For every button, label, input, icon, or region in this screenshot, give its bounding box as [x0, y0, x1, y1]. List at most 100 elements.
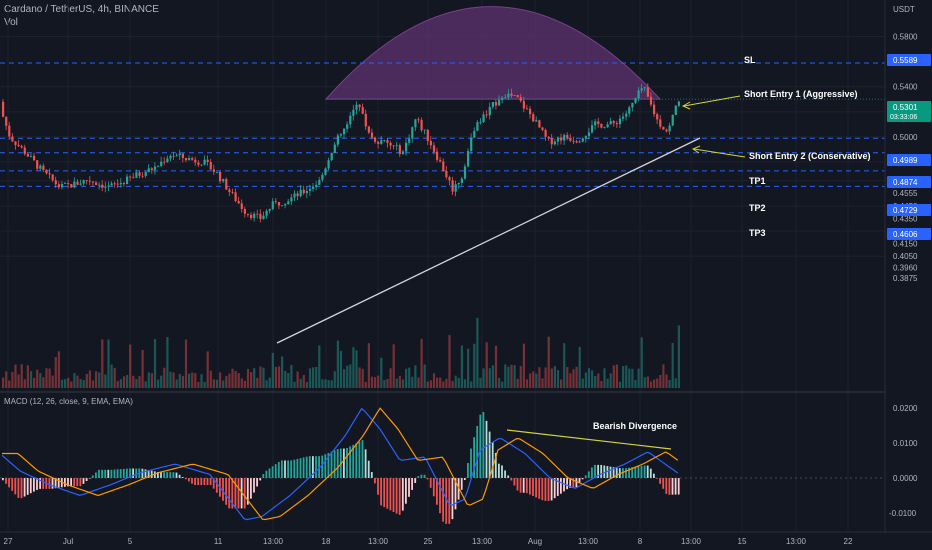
- volume-bar: [172, 372, 175, 388]
- macd-hist-bar: [262, 474, 265, 478]
- candle: [265, 210, 268, 216]
- candle: [135, 172, 138, 178]
- volume-bar: [420, 338, 423, 388]
- candle: [336, 135, 339, 145]
- volume-bar: [556, 370, 560, 388]
- macd-hist-bar: [662, 478, 665, 489]
- candle: [256, 213, 259, 215]
- price-axis[interactable]: [885, 0, 932, 532]
- volume-bar: [560, 379, 563, 388]
- candle: [529, 108, 532, 115]
- volume-bar: [436, 377, 439, 388]
- macd-hist-bar: [578, 478, 581, 484]
- macd-tick-label: -0.0100: [889, 509, 917, 518]
- macd-tick-label: 0.0200: [893, 404, 918, 413]
- candle: [591, 125, 594, 133]
- macd-hist-bar: [671, 478, 674, 495]
- candle: [150, 168, 153, 170]
- volume-bar: [476, 317, 479, 388]
- volume-bar: [392, 344, 395, 388]
- candle: [377, 141, 380, 144]
- candle: [541, 127, 544, 130]
- volume-bar: [181, 375, 184, 388]
- volume-bar: [312, 367, 315, 388]
- macd-hist-bar: [57, 478, 60, 488]
- volume-bar: [504, 364, 507, 388]
- volume-bar: [29, 371, 33, 388]
- last-price-badge: 0.5301 03:33:06: [887, 101, 931, 122]
- volume-bar: [668, 379, 671, 388]
- candle: [510, 93, 513, 96]
- entry2-annotation: Short Entry 2 (Conservative): [749, 151, 871, 161]
- volume-bar: [287, 373, 290, 388]
- candle: [501, 97, 504, 100]
- volume-bar: [110, 364, 113, 388]
- candle: [560, 137, 563, 141]
- macd-hist-bar: [246, 478, 249, 505]
- volume-bar: [491, 365, 494, 388]
- candle: [572, 140, 575, 142]
- macd-hist-bar: [367, 460, 370, 478]
- macd-hist-bar: [392, 478, 395, 512]
- tp1-annotation: TP1: [749, 176, 766, 186]
- macd-hist-bar: [649, 468, 652, 478]
- candle: [584, 136, 587, 139]
- volume-bar: [553, 366, 556, 388]
- macd-hist-bar: [612, 467, 615, 478]
- volume-bar: [116, 381, 119, 388]
- volume-bar: [243, 380, 246, 388]
- macd-hist-bar: [569, 478, 572, 488]
- volume-bar: [479, 377, 482, 388]
- macd-hist-bar: [677, 478, 680, 495]
- volume-bar: [262, 367, 265, 388]
- volume-bar: [184, 339, 188, 388]
- candle: [467, 150, 470, 167]
- candle: [188, 158, 191, 161]
- time-tick-label: 18: [322, 537, 331, 546]
- volume-bar: [104, 374, 107, 388]
- candle: [395, 145, 398, 147]
- volume-bar: [20, 364, 23, 388]
- volume-bar: [197, 381, 200, 388]
- time-axis[interactable]: 27 Jul 5 11 13:00 18 13:00 25 13:00 Aug 13:00 8 13:0…: [4, 537, 853, 546]
- svg-text:0.4606: 0.4606: [893, 230, 918, 239]
- macd-hist-bar: [519, 478, 522, 493]
- candle: [60, 183, 64, 188]
- candle: [181, 153, 184, 158]
- volume-bar: [535, 373, 538, 388]
- volume-bar: [330, 380, 333, 388]
- candle: [513, 95, 516, 97]
- volume-bar: [23, 379, 26, 388]
- candle: [262, 215, 265, 219]
- volume-bar: [653, 379, 656, 388]
- volume-bar: [339, 350, 343, 388]
- macd-hist-bar: [336, 449, 339, 478]
- svg-text:0.5301: 0.5301: [893, 103, 918, 112]
- macd-hist-bar: [215, 478, 218, 493]
- candle: [119, 183, 122, 185]
- macd-hist-bar: [408, 478, 410, 497]
- volume-bar: [612, 365, 615, 388]
- macd-hist-bar: [119, 469, 122, 478]
- macd-hist-bar: [104, 469, 107, 478]
- macd-hist-bar: [197, 478, 200, 486]
- candle: [54, 180, 57, 185]
- macd-hist-bar: [209, 478, 212, 486]
- volume-bar: [631, 368, 634, 388]
- macd-hist-bar: [113, 469, 116, 478]
- volume-bar: [277, 366, 281, 388]
- volume-bar: [401, 379, 405, 388]
- candle: [612, 121, 615, 124]
- macd-hist-bar: [26, 478, 29, 495]
- volume-bar: [525, 379, 529, 388]
- macd-hist-bar: [361, 440, 364, 478]
- candle: [550, 138, 553, 145]
- time-tick-label: 13:00: [368, 537, 389, 546]
- candle: [26, 154, 29, 157]
- volume-bar: [60, 379, 64, 388]
- macd-hist-bar: [169, 472, 172, 478]
- volume-bar: [575, 366, 578, 388]
- volume-bar: [563, 343, 566, 388]
- volume-bar: [296, 371, 299, 388]
